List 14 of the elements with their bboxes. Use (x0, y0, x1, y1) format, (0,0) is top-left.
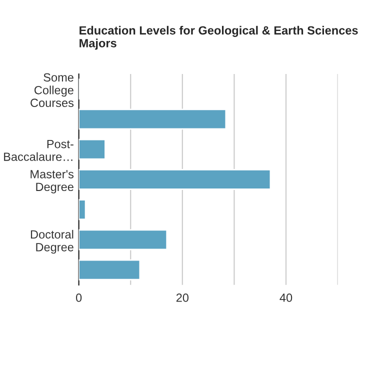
x-tick-label: 0 (76, 294, 82, 302)
bar (78, 168, 272, 190)
x-tick-label: 40 (280, 294, 292, 302)
bar (78, 229, 168, 250)
y-tick-label: Some College Courses (30, 73, 74, 108)
bar (78, 108, 227, 130)
x-tick-label: 20 (176, 294, 189, 302)
bar (78, 199, 86, 220)
bar (78, 259, 141, 280)
y-tick-label: Doctoral Degree (30, 230, 74, 254)
y-tick-label: Master's Degree (30, 170, 74, 194)
bar (78, 138, 106, 160)
chart-title: Education Levels for Geological & Earth Sciences Majors (80, 26, 358, 50)
y-tick-label: Post-Baccalaure… (4, 140, 74, 161)
